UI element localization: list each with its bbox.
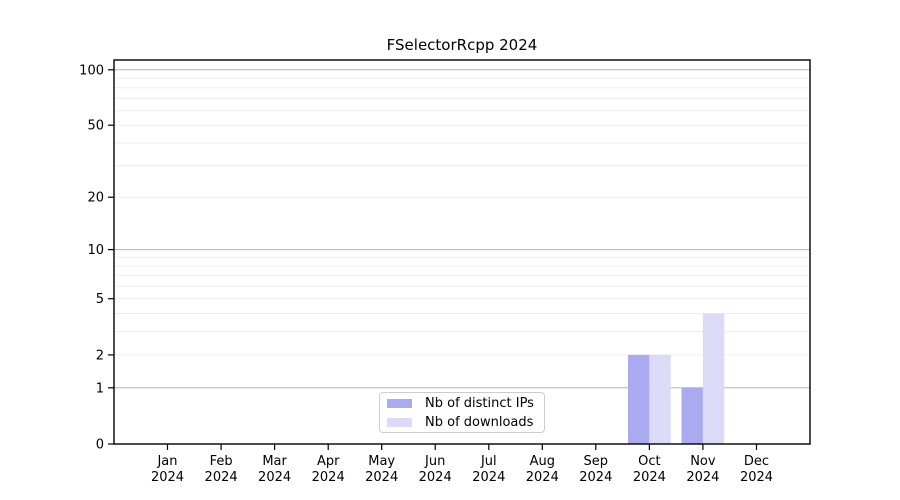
bar-distinct-ips — [681, 387, 703, 444]
x-tick-label-month: Nov — [690, 454, 716, 469]
x-tick-label-year: 2024 — [686, 470, 719, 485]
x-tick-label-year: 2024 — [526, 470, 559, 485]
axis-tick-labels: 0125102050100Jan2024Feb2024Mar2024Apr202… — [79, 63, 773, 485]
y-tick-label: 50 — [87, 119, 104, 134]
x-tick-label-month: Feb — [210, 454, 233, 469]
x-tick-label-month: Jun — [424, 454, 445, 469]
bar-distinct-ips — [628, 354, 650, 444]
y-tick-label: 100 — [79, 63, 104, 78]
x-tick-label-year: 2024 — [419, 470, 452, 485]
legend-swatch-distinct-ips — [387, 398, 412, 408]
legend-label-distinct-ips: Nb of distinct IPs — [425, 395, 534, 411]
y-tick-label: 5 — [96, 292, 104, 307]
x-tick-label-month: May — [368, 454, 395, 469]
x-tick-label-month: Jul — [480, 454, 497, 469]
x-tick-label-month: Oct — [638, 454, 660, 469]
legend-swatch-downloads — [387, 417, 412, 427]
x-tick-label-year: 2024 — [312, 470, 345, 485]
x-tick-label-month: Dec — [744, 454, 769, 469]
axes — [108, 59, 811, 450]
x-tick-label-year: 2024 — [579, 470, 612, 485]
x-tick-label-month: Jan — [156, 454, 177, 469]
y-tick-label: 10 — [87, 243, 104, 258]
y-tick-label: 20 — [87, 191, 104, 206]
y-tick-label: 0 — [96, 438, 104, 453]
x-tick-label-year: 2024 — [472, 470, 505, 485]
legend-item-distinct-ips: Nb of distinct IPs — [387, 395, 537, 411]
x-tick-label-year: 2024 — [740, 470, 773, 485]
x-tick-label-year: 2024 — [633, 470, 666, 485]
x-tick-label-month: Aug — [530, 454, 555, 469]
x-tick-label-month: Apr — [317, 454, 340, 469]
x-tick-label-year: 2024 — [365, 470, 398, 485]
bar-downloads — [702, 313, 725, 444]
x-tick-label-year: 2024 — [151, 470, 184, 485]
bar-downloads — [649, 354, 671, 444]
x-tick-label-year: 2024 — [258, 470, 291, 485]
x-tick-label-month: Mar — [262, 454, 287, 469]
plot-border — [113, 59, 811, 445]
y-tick-label: 2 — [96, 348, 104, 363]
bars — [628, 313, 725, 444]
x-tick-label-year: 2024 — [205, 470, 238, 485]
y-tick-label: 1 — [96, 381, 104, 396]
chart-title: FSelectorRcpp 2024 — [386, 36, 538, 54]
x-tick-label-month: Sep — [584, 454, 609, 469]
legend-label-downloads: Nb of downloads — [425, 414, 534, 430]
legend-item-downloads: Nb of downloads — [387, 414, 537, 430]
gridlines — [114, 69, 810, 389]
legend: Nb of distinct IPs Nb of downloads — [379, 392, 545, 433]
